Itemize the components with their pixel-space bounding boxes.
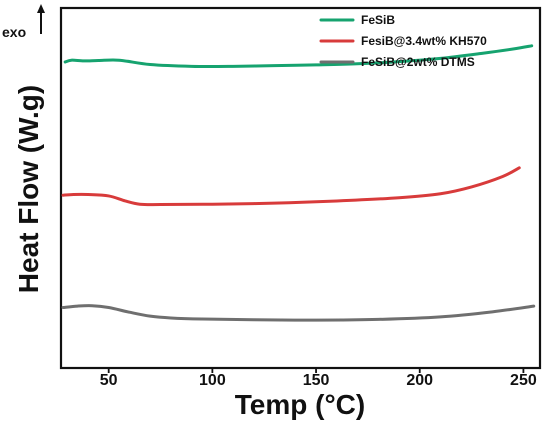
- x-tick-label: 100: [199, 372, 226, 389]
- legend-label-3: FeSiB@2wt% DTMS: [361, 55, 475, 69]
- chart-series-lines: [61, 44, 536, 322]
- series-line-2: [61, 166, 521, 207]
- x-axis-ticks: 50 100 150 200 250: [100, 368, 537, 389]
- x-axis-title: Temp (°C): [235, 389, 365, 420]
- chart-legend: FeSiB FesiB@3.4wt% KH570 FeSiB@2wt% DTMS: [319, 13, 487, 69]
- legend-label-2: FesiB@3.4wt% KH570: [361, 34, 487, 48]
- plot-frame: [59, 6, 542, 370]
- legend-label-1: FeSiB: [361, 13, 395, 27]
- x-tick-label: 250: [510, 372, 537, 389]
- x-tick-label: 200: [406, 372, 433, 389]
- y-axis-title: Heat Flow (W.g): [13, 85, 44, 293]
- x-tick-label: 50: [100, 372, 118, 389]
- x-tick-label: 150: [303, 372, 330, 389]
- y-axis-arrow: [37, 4, 45, 34]
- up-arrow-icon: [37, 4, 45, 13]
- series-line-1: [63, 44, 534, 68]
- series-line-3: [61, 304, 536, 322]
- exo-label: exo: [2, 24, 26, 40]
